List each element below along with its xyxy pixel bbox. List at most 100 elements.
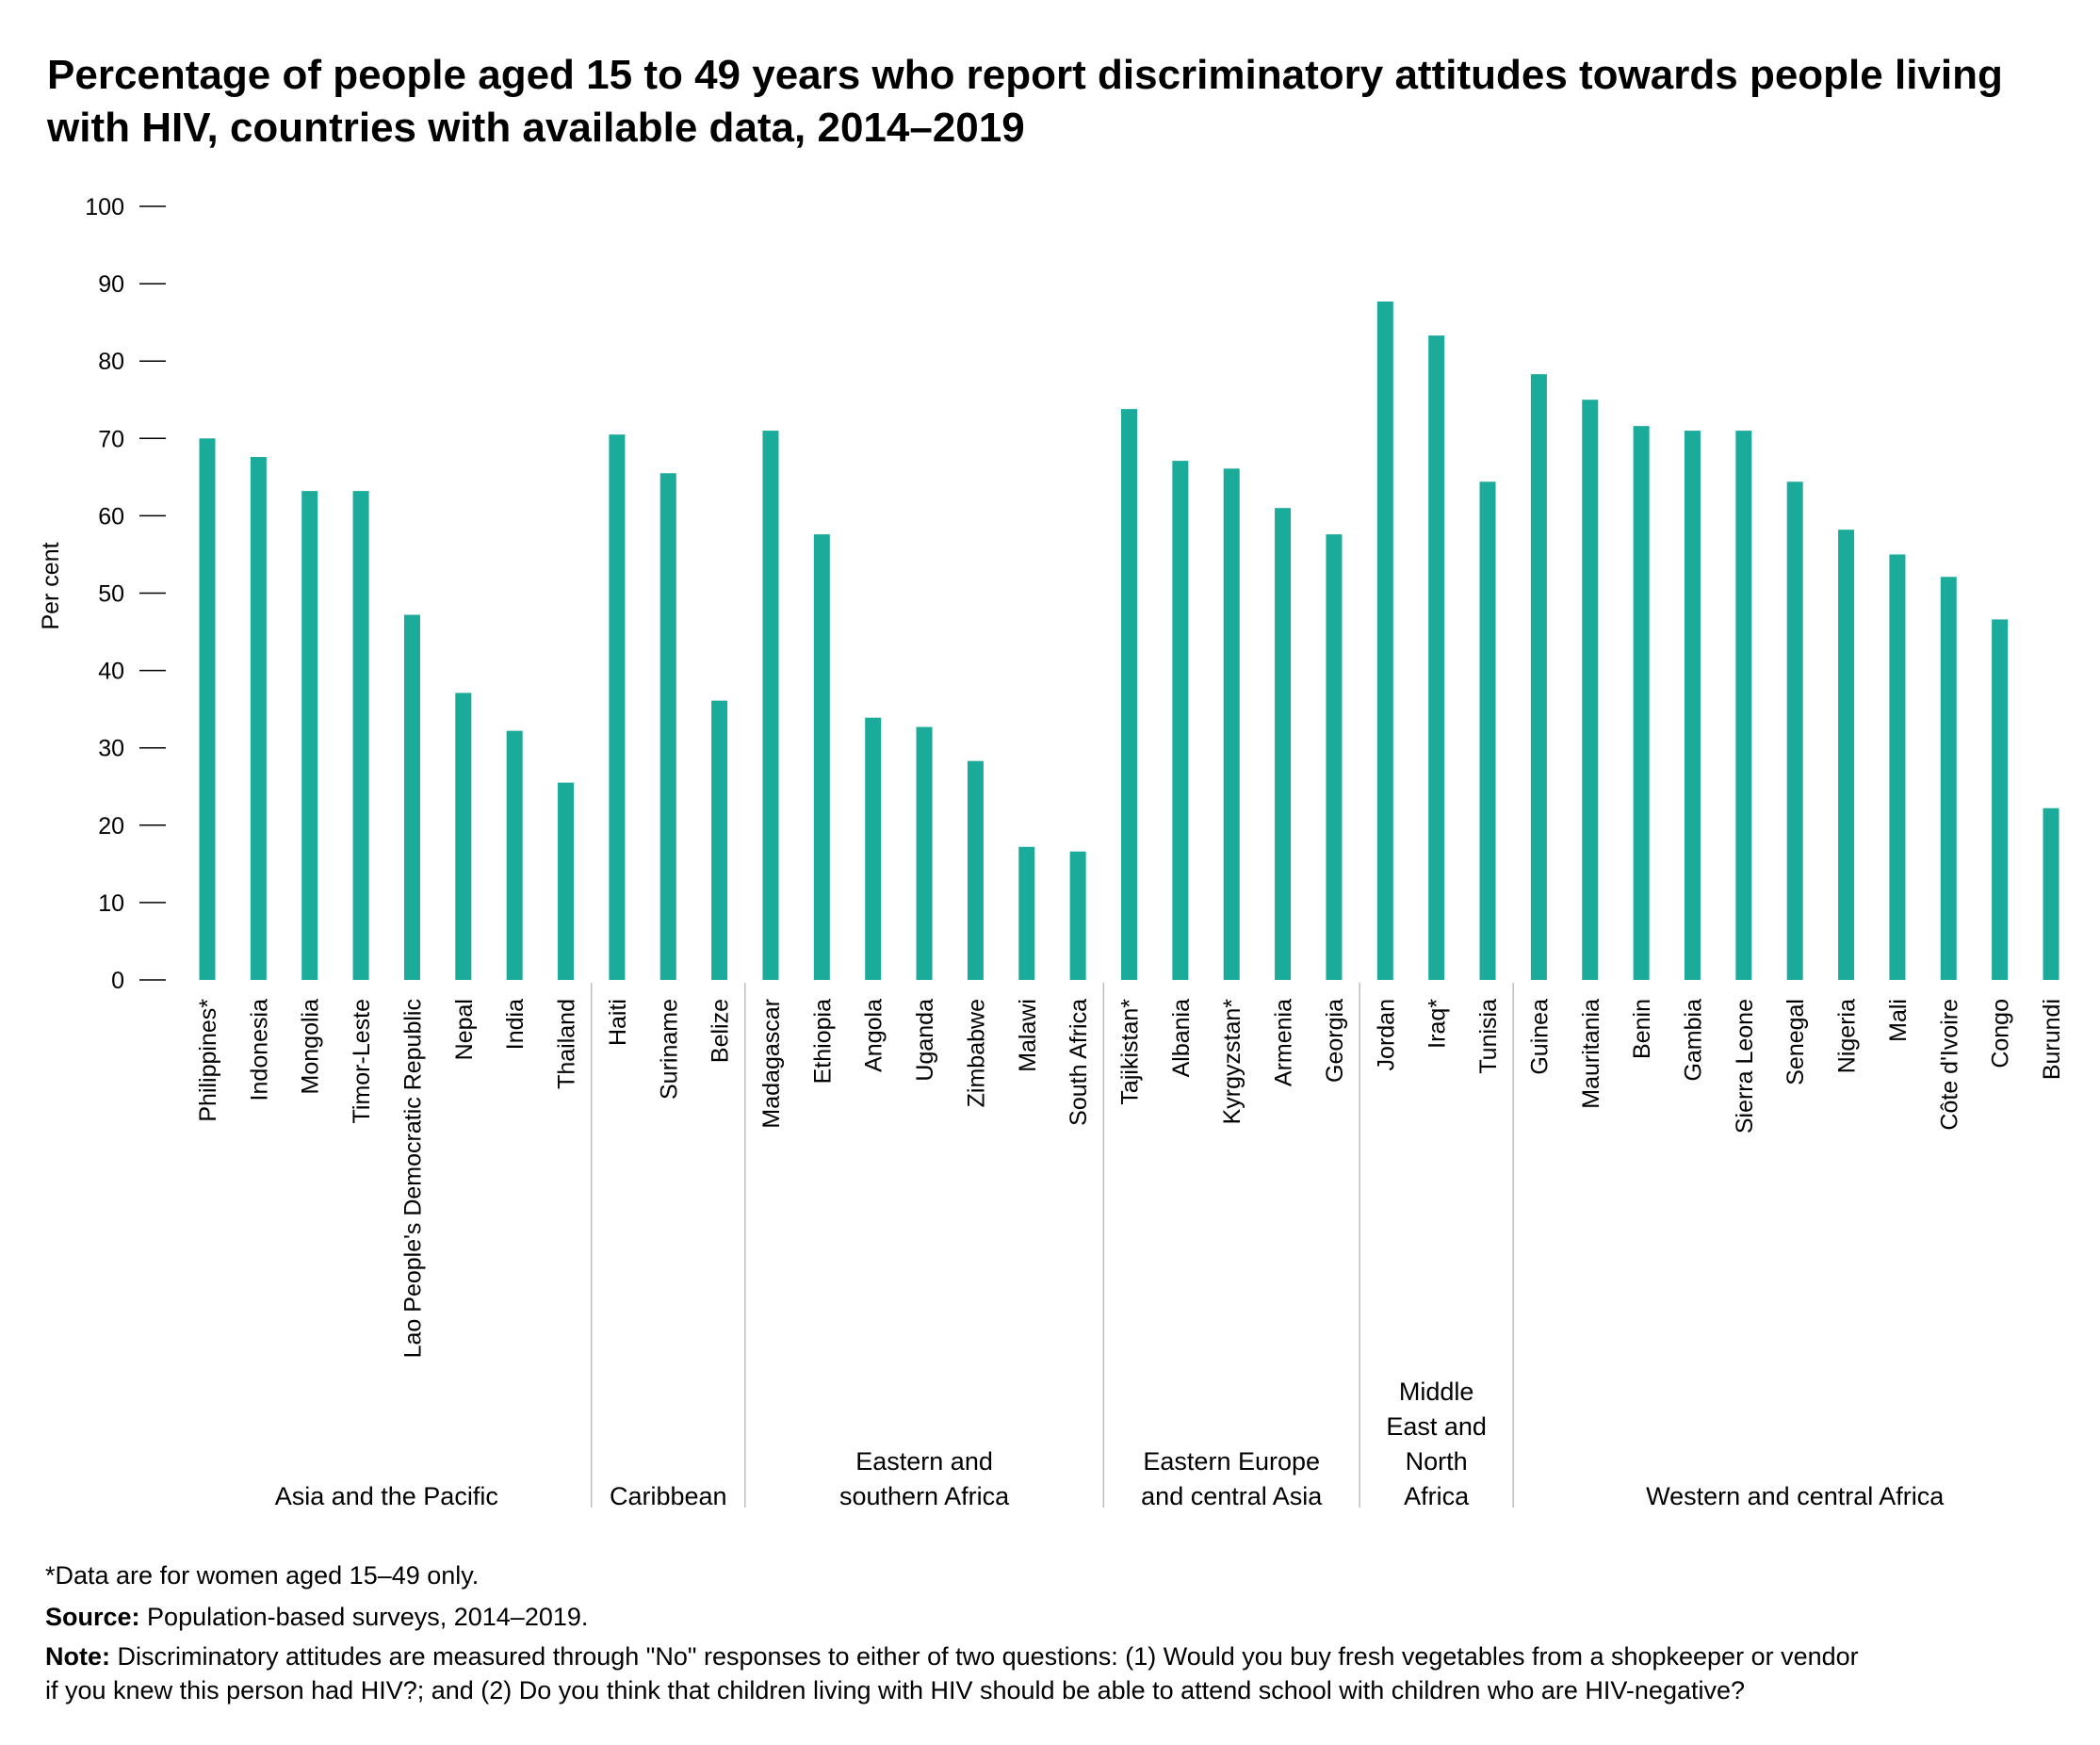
bar xyxy=(1940,577,1957,980)
x-tick-label: Indonesia xyxy=(246,999,272,1101)
bar xyxy=(558,782,575,980)
chart-title: Percentage of people aged 15 to 49 years… xyxy=(47,52,2003,151)
group-label: southern Africa xyxy=(839,1482,1010,1510)
y-tick-label: 10 xyxy=(98,890,124,917)
y-axis-label: Per cent xyxy=(38,542,64,629)
bars xyxy=(199,301,2059,981)
y-tick-label: 30 xyxy=(98,736,124,762)
group-label: Middle xyxy=(1399,1378,1474,1406)
bar xyxy=(609,434,626,980)
bar xyxy=(711,700,728,980)
x-tick-label: Tajikistan* xyxy=(1117,999,1144,1105)
y-axis: 0 10 20 30 40 50 60 70 80 90 100 xyxy=(85,194,166,994)
footnote-note-line-2: if you knew this person had HIV?; and (2… xyxy=(45,1676,1746,1704)
x-tick-label: Sierra Leone xyxy=(1732,999,1758,1133)
x-tick-label: Benin xyxy=(1629,999,1655,1059)
bar xyxy=(1786,481,1803,980)
x-tick-label: Guinea xyxy=(1526,999,1553,1075)
y-tick-label: 40 xyxy=(98,659,124,685)
bar xyxy=(455,693,472,980)
x-tick-label: Jordan xyxy=(1373,999,1399,1070)
y-tick-label: 50 xyxy=(98,581,124,608)
x-tick-label: Kyrgyzstan* xyxy=(1219,999,1245,1125)
group-label: Asia and the Pacific xyxy=(275,1482,498,1510)
y-tick-label: 90 xyxy=(98,271,124,298)
x-tick-label: Zimbabwe xyxy=(963,999,989,1107)
source-label: Source: xyxy=(45,1603,140,1631)
y-tick-label: 70 xyxy=(98,426,124,452)
x-tick-label: Mongolia xyxy=(298,999,324,1095)
footnote-source: Source: Population-based surveys, 2014–2… xyxy=(45,1600,588,1634)
x-tick-label: South Africa xyxy=(1066,999,1092,1126)
x-tick-label: Philippines* xyxy=(195,999,221,1122)
bar xyxy=(1479,481,1496,980)
x-tick-label: Suriname xyxy=(656,999,682,1100)
bar xyxy=(352,491,369,980)
bar xyxy=(506,730,523,980)
bar xyxy=(1376,301,1393,980)
x-tick-label: Madagascar xyxy=(758,999,785,1129)
bar xyxy=(1889,554,1906,980)
bar xyxy=(2043,807,2059,980)
bar xyxy=(1684,431,1701,981)
x-tick-label: Georgia xyxy=(1322,999,1348,1083)
bar xyxy=(967,760,984,980)
bar xyxy=(1121,409,1137,980)
bar xyxy=(1530,374,1547,981)
bar xyxy=(1275,508,1292,980)
x-tick-label: Mali xyxy=(1885,999,1912,1042)
x-tick-label: India xyxy=(502,999,529,1050)
bar xyxy=(762,431,779,981)
x-tick-label: Albania xyxy=(1168,999,1195,1077)
bar xyxy=(1069,851,1086,980)
footnote-note: Note: Discriminatory attitudes are measu… xyxy=(45,1639,1859,1673)
x-tick-label: Gambia xyxy=(1680,999,1706,1082)
x-tick-label: Angola xyxy=(861,999,887,1072)
note-label: Note: xyxy=(45,1642,110,1671)
bar xyxy=(1018,846,1035,980)
x-tick-label: Mauritania xyxy=(1578,999,1604,1109)
bar xyxy=(1582,400,1599,980)
bar xyxy=(865,717,882,980)
x-tick-label: Lao People's Democratic Republic xyxy=(399,999,426,1358)
bar xyxy=(916,726,933,980)
x-axis-labels: Philippines* Indonesia Mongolia Timor-Leste… xyxy=(195,999,2065,1359)
bar xyxy=(1735,431,1752,981)
group-label: North xyxy=(1406,1447,1468,1476)
group-label: Africa xyxy=(1404,1482,1470,1510)
bar xyxy=(1428,335,1445,980)
x-tick-label: Armenia xyxy=(1271,999,1297,1086)
footnote-asterisk: *Data are for women aged 15–49 only. xyxy=(45,1561,480,1590)
bar xyxy=(199,438,216,980)
bar xyxy=(1172,461,1189,980)
y-tick-label: 60 xyxy=(98,503,124,530)
y-tick-label: 20 xyxy=(98,813,124,840)
x-tick-label: Burundi xyxy=(2039,999,2065,1080)
x-tick-label: Nigeria xyxy=(1834,999,1861,1073)
bar xyxy=(301,491,318,980)
x-tick-label: Thailand xyxy=(554,999,580,1089)
x-tick-label: Haiti xyxy=(605,999,631,1046)
group-label: Western and central Africa xyxy=(1646,1482,1945,1510)
group-labels: Asia and the Pacific Caribbean Eastern and… xyxy=(275,1378,1945,1510)
x-tick-label: Uganda xyxy=(912,999,938,1082)
x-tick-label: Malawi xyxy=(1015,999,1041,1072)
y-tick-label: 100 xyxy=(85,194,124,220)
source-text: Population-based surveys, 2014–2019. xyxy=(147,1603,589,1631)
x-tick-label: Senegal xyxy=(1783,999,1809,1085)
x-tick-label: Timor-Leste xyxy=(349,999,375,1123)
x-tick-label: Belize xyxy=(708,999,734,1063)
x-tick-label: Tunisia xyxy=(1475,999,1502,1074)
group-label: East and xyxy=(1386,1412,1487,1441)
group-label: Eastern Europe xyxy=(1143,1447,1320,1476)
x-tick-label: Nepal xyxy=(451,999,478,1060)
x-tick-label: Iraq* xyxy=(1424,999,1451,1049)
note-text-line-1: Discriminatory attitudes are measured th… xyxy=(117,1642,1859,1671)
bar xyxy=(1223,468,1240,981)
bar xyxy=(813,534,830,980)
bar-chart: 0 10 20 30 40 50 60 70 80 90 100 Per cent Philippi… xyxy=(38,194,2065,1510)
group-label: and central Asia xyxy=(1141,1482,1323,1510)
group-label: Caribbean xyxy=(610,1482,727,1510)
y-tick-label: 80 xyxy=(98,349,124,375)
bar xyxy=(1838,530,1855,980)
